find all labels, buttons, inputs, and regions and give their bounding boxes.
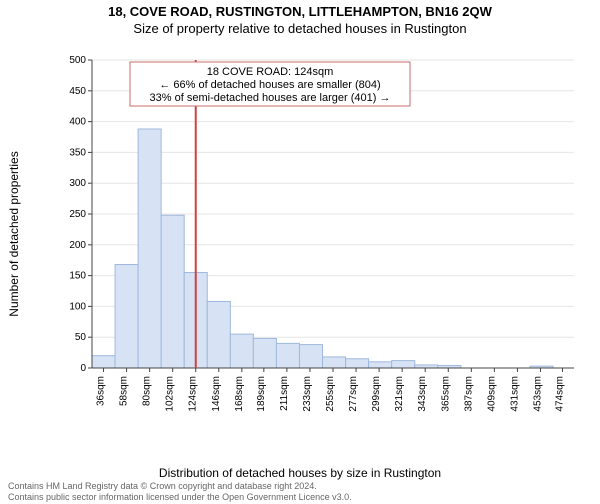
- svg-text:350: 350: [69, 147, 86, 158]
- svg-text:146sqm: 146sqm: [211, 376, 222, 412]
- svg-text:250: 250: [69, 209, 86, 220]
- svg-text:400: 400: [69, 117, 86, 128]
- svg-text:211sqm: 211sqm: [279, 376, 290, 411]
- svg-text:233sqm: 233sqm: [302, 376, 313, 412]
- chart-area: 0 50 100 150 200 250 300 350 400 450 500 36sqm 58sqm…: [50, 56, 580, 426]
- y-axis-label: Number of detached properties: [7, 151, 21, 316]
- svg-text:409sqm: 409sqm: [486, 376, 497, 412]
- svg-text:36sqm: 36sqm: [96, 376, 107, 406]
- svg-text:299sqm: 299sqm: [371, 376, 382, 412]
- svg-text:387sqm: 387sqm: [463, 376, 474, 412]
- svg-text:255sqm: 255sqm: [325, 376, 336, 412]
- svg-text:300: 300: [69, 178, 86, 189]
- svg-text:100: 100: [69, 301, 86, 312]
- svg-text:474sqm: 474sqm: [554, 376, 565, 412]
- svg-text:453sqm: 453sqm: [532, 376, 543, 412]
- footer-line-1: Contains HM Land Registry data © Crown c…: [8, 481, 352, 491]
- svg-text:365sqm: 365sqm: [440, 376, 451, 412]
- address-title: 18, COVE ROAD, RUSTINGTON, LITTLEHAMPTON…: [0, 4, 600, 19]
- svg-text:500: 500: [69, 56, 86, 66]
- svg-text:200: 200: [69, 240, 86, 251]
- svg-text:80sqm: 80sqm: [142, 376, 153, 406]
- x-axis-label: Distribution of detached houses by size …: [0, 466, 600, 480]
- svg-text:0: 0: [80, 363, 86, 374]
- svg-text:168sqm: 168sqm: [234, 376, 245, 412]
- footer-line-2: Contains public sector information licen…: [8, 492, 352, 502]
- svg-text:← 66% of detached houses are s: ← 66% of detached houses are smaller (80…: [159, 79, 380, 91]
- svg-text:50: 50: [75, 332, 87, 343]
- svg-text:102sqm: 102sqm: [165, 376, 176, 412]
- svg-text:321sqm: 321sqm: [394, 376, 405, 412]
- svg-text:431sqm: 431sqm: [509, 376, 520, 412]
- svg-text:150: 150: [69, 271, 86, 282]
- svg-text:189sqm: 189sqm: [256, 376, 267, 412]
- histogram-plot: 0 50 100 150 200 250 300 350 400 450 500 36sqm 58sqm…: [60, 56, 580, 426]
- svg-text:343sqm: 343sqm: [417, 376, 428, 412]
- svg-text:450: 450: [69, 86, 86, 97]
- svg-text:18 COVE ROAD: 124sqm: 18 COVE ROAD: 124sqm: [207, 66, 334, 78]
- svg-text:58sqm: 58sqm: [119, 376, 130, 406]
- subtitle: Size of property relative to detached ho…: [0, 21, 600, 36]
- chart-container: 18, COVE ROAD, RUSTINGTON, LITTLEHAMPTON…: [0, 4, 600, 504]
- svg-text:277sqm: 277sqm: [348, 376, 359, 412]
- svg-text:33% of semi-detached houses ar: 33% of semi-detached houses are larger (…: [150, 92, 391, 104]
- svg-text:124sqm: 124sqm: [188, 376, 199, 412]
- footer-attribution: Contains HM Land Registry data © Crown c…: [8, 481, 352, 502]
